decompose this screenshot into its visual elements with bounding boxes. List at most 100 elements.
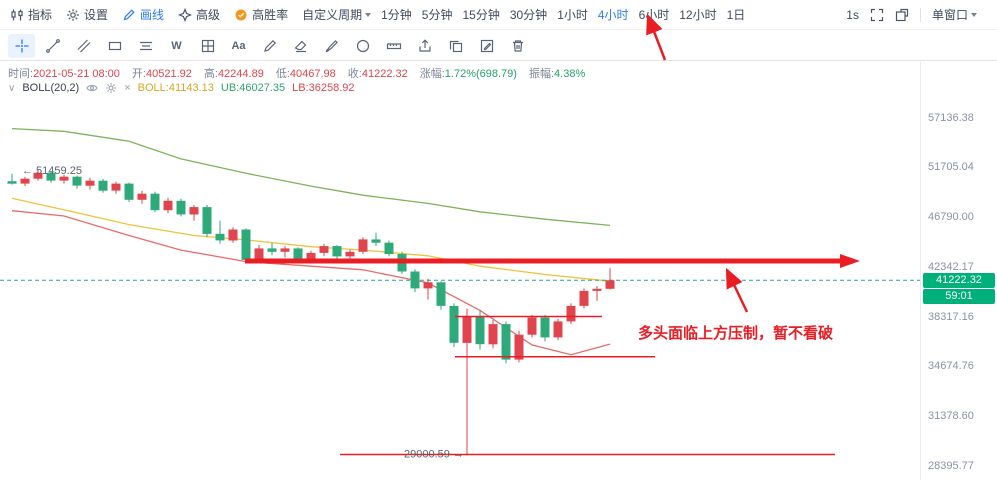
drawn-line-arrowhead[interactable] [840,254,860,268]
text-icon: Aa [231,39,246,52]
wave-tool[interactable]: W [163,34,190,58]
fullscreen-icon [870,8,884,21]
ruler-tool[interactable] [380,34,407,58]
amplitude-label: 振幅: [528,68,555,80]
boll-mb-line [11,197,611,282]
price-axis[interactable]: 41222.32 59:01 57136.38 51705.04 46790.00 4… [920,62,997,480]
period-button[interactable]: 5分钟 [421,8,453,22]
menu-win-rate-label: 高胜率 [252,8,289,22]
horizontal-lines-tool[interactable] [132,34,159,58]
menu-indicator-label: 指标 [28,8,53,22]
trend-line-icon [45,38,60,53]
candlestick-chart[interactable]: ← 51459.25 29000.59 → 多头面临上方压制，暂不看破 [0,62,920,480]
axis-price-label: 28395.77 [928,460,974,472]
fullscreen-button[interactable] [870,8,884,22]
period-button[interactable]: 15分钟 [462,8,500,22]
window-mode-label: 单窗口 [931,8,968,22]
axis-price-label: 42342.17 [928,261,974,273]
boll-lower-value: LB:36258.92 [292,82,355,94]
chart-price-label: ← 51459.25 [22,165,82,177]
trend-line-tool[interactable] [39,34,66,58]
export-tool[interactable] [411,34,438,58]
star-icon [178,7,193,22]
ruler-icon [386,42,401,49]
menu-advanced[interactable]: 高级 [178,6,220,23]
current-price-badge: 41222.32 [923,273,995,288]
indicator-bar: ∨ BOLL(20,2) × BOLL:41143.13 UB:46027.35… [8,82,355,94]
boll-upper-value: UB:46027.35 [220,82,286,94]
boll-mid-value: BOLL:41143.13 [137,82,214,94]
eye-icon[interactable] [86,82,98,94]
open-label: 开: [131,68,146,80]
low-value: 40467.98 [289,68,336,80]
fib-grid-tool[interactable] [194,34,221,58]
axis-price-label: 31378.60 [928,410,974,422]
eraser-tool[interactable] [287,34,314,58]
window-mode-dropdown[interactable]: 单窗口 [932,6,977,23]
chevron-down-icon [365,12,372,17]
collapse-chevron-icon[interactable]: ∨ [8,82,16,94]
indicator-icon [10,8,24,22]
copy-tool[interactable] [442,34,469,58]
toolbar-right-group: 1s 单窗口 [846,6,987,23]
chart-price-label: 29000.59 → [404,449,464,461]
close-value: 41222.32 [361,68,408,80]
custom-period-dropdown[interactable]: 自定义周期 [302,6,372,23]
brush-tool[interactable] [318,34,345,58]
period-button[interactable]: 6小时 [638,8,670,22]
menu-settings-label: 设置 [84,8,109,22]
amplitude-value: 4.38% [554,68,586,80]
edit-icon [480,39,493,52]
axis-price-label: 46790.00 [928,211,974,223]
period-button[interactable]: 12小时 [679,8,717,22]
pencil-tool[interactable] [256,34,283,58]
chart-region: 时间:2021-05-21 08:00 开:40521.92 高:42244.8… [0,62,920,480]
indicator-settings-gear-icon[interactable] [105,82,117,94]
change-label: 涨幅: [419,68,445,80]
menu-settings[interactable]: 设置 [66,6,108,23]
open-value: 40521.92 [145,68,192,80]
divider [919,7,921,22]
circle-tool[interactable] [349,34,376,58]
annotation-note[interactable]: 多头面临上方压制，暂不看破 [638,324,833,342]
annotation-arrow[interactable] [725,267,749,313]
menu-win-rate[interactable]: 高胜率 [234,6,288,23]
high-label: 高: [203,68,218,80]
popout-button[interactable] [895,8,909,22]
fib-grid-icon [201,39,214,52]
rectangle-tool[interactable] [101,34,128,58]
menu-draw-line[interactable]: 画线 [122,6,164,23]
parallel-channel-tool[interactable] [70,34,97,58]
text-tool[interactable]: Aa [225,34,252,58]
resolution-label[interactable]: 1s [846,7,859,22]
edit-tool[interactable] [473,34,500,58]
pencil-icon [122,8,136,22]
axis-price-label: 57136.38 [928,112,974,124]
menu-indicator[interactable]: 指标 [10,6,52,23]
high-value: 42244.89 [217,68,264,80]
win-rate-icon [234,8,248,22]
crosshair-tool[interactable] [8,33,35,58]
ohlc-info-bar: 时间:2021-05-21 08:00 开:40521.92 高:42244.8… [8,65,585,81]
indicator-name[interactable]: BOLL(20,2) [22,82,80,94]
parallel-channel-icon [77,39,90,52]
rectangle-icon [108,41,121,50]
close-label: 收: [347,68,362,80]
candle-countdown-badge: 59:01 [923,289,995,304]
period-button[interactable]: 1日 [726,8,746,22]
period-button[interactable]: 1分钟 [381,8,412,22]
axis-price-label: 34674.76 [928,360,974,372]
drawing-toolbar: W Aa [0,31,997,61]
period-button[interactable]: 1小时 [557,8,588,22]
horizontal-lines-icon [139,41,152,50]
delete-tool[interactable] [504,34,531,58]
export-icon [418,38,431,52]
period-button-active[interactable]: 4小时 [597,8,629,22]
circle-icon [356,39,369,52]
indicator-close-icon[interactable]: × [124,82,131,94]
crosshair-icon [15,39,28,52]
change-value: 1.72%(698.79) [444,68,517,80]
menu-advanced-label: 高级 [196,8,221,22]
period-button[interactable]: 30分钟 [509,8,548,22]
custom-period-label: 自定义周期 [302,8,363,22]
